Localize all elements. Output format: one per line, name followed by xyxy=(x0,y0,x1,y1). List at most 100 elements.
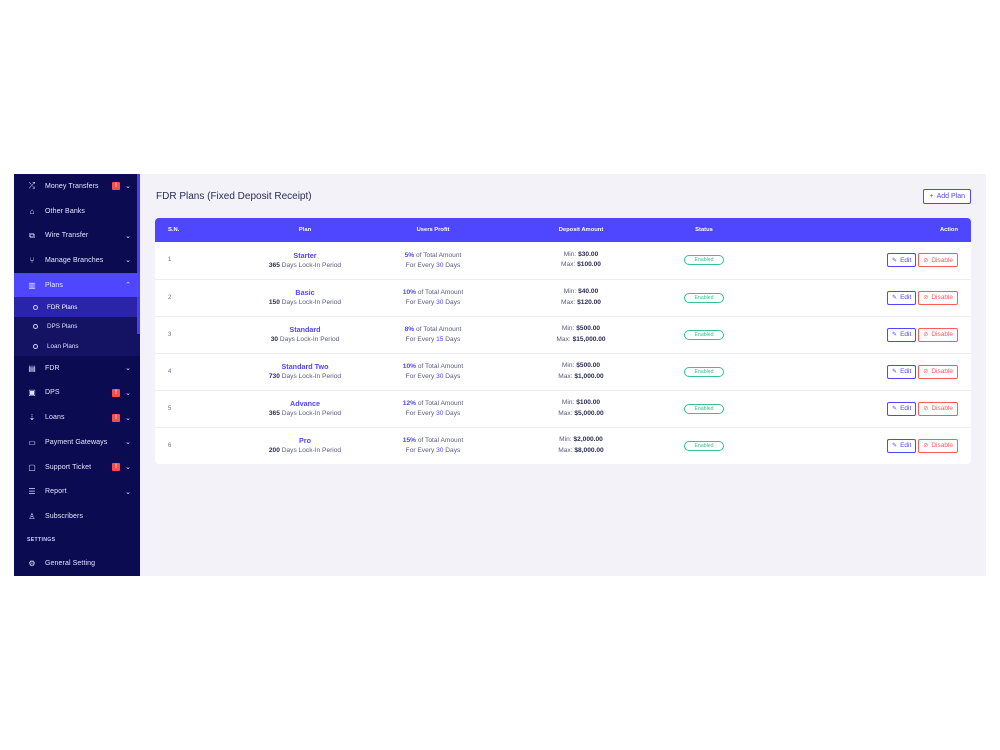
edit-button[interactable]: ✎ Edit xyxy=(887,290,917,305)
profit-percent: 8% xyxy=(404,326,415,333)
lock-days-suffix: Days Lock-In Period xyxy=(279,336,340,343)
plan-name: Standard xyxy=(289,325,321,334)
sidebar-item-subscribers[interactable]: ♙ Subscribers xyxy=(14,504,140,529)
max-value: $5,000.00 xyxy=(574,409,604,417)
cell-sn: 2 xyxy=(168,294,172,301)
chevron-down-icon: ⌄ xyxy=(125,365,131,373)
cell-users-profit: 5% of Total Amount For Every 30 Days xyxy=(363,242,503,279)
profit-percent: 5% xyxy=(404,251,415,259)
sidebar-item-general-setting[interactable]: ⚙ General Setting xyxy=(14,551,140,576)
column-header-deposit-amount: Deposit Amount xyxy=(558,227,604,233)
column-header-plan: Plan xyxy=(298,227,312,233)
chevron-down-icon: ⌄ xyxy=(125,464,131,472)
cell-users-profit: 8% of Total Amount For Every 15 Days xyxy=(363,316,503,353)
disable-label: Disable xyxy=(931,442,953,450)
column-header-status: Status xyxy=(695,227,713,233)
submenu-item-label: DPS Plans xyxy=(47,323,78,331)
plan-name: Basic xyxy=(295,288,315,297)
profit-suffix: of Total Amount xyxy=(417,363,464,370)
interval-suffix: Days xyxy=(445,336,461,343)
status-badge: Enabled xyxy=(684,292,724,303)
table-row: 5 Advance 365 Days Lock-In Period 12% of To… xyxy=(155,390,971,427)
edit-label: Edit xyxy=(900,368,912,375)
deposit-min: Min: $2,000.00 xyxy=(503,435,659,446)
max-value: $8,000.00 xyxy=(574,446,604,454)
deposit-min: Min: $30.00 xyxy=(503,250,659,261)
sidebar-item-other-banks[interactable]: ⌂ Other Banks xyxy=(14,199,140,224)
edit-label: Edit xyxy=(900,331,912,338)
submenu-item-loan-plans[interactable]: Loan Plans xyxy=(14,336,140,356)
cell-action: ✎ Edit ⊘ Disable xyxy=(749,279,971,316)
add-plan-button[interactable]: + Add Plan xyxy=(923,188,971,204)
pencil-icon: ✎ xyxy=(892,406,898,412)
plus-icon: + xyxy=(929,192,934,200)
chevron-down-icon: ⌄ xyxy=(125,439,131,447)
sidebar-scrollbar[interactable] xyxy=(137,174,140,334)
chevron-down-icon: ⌄ xyxy=(125,257,131,265)
card-icon: ▭ xyxy=(28,437,36,447)
sidebar-item-wire-transfer[interactable]: ⧉ Wire Transfer ⌄ xyxy=(14,223,140,248)
sidebar-item-manage-branches[interactable]: ⑂ Manage Branches ⌄ xyxy=(14,248,140,273)
sidebar-item-dps[interactable]: ▣ DPS! ⌄ xyxy=(14,381,140,406)
table-row: 1 Starter 365 Days Lock-In Period 5% of Tot… xyxy=(155,242,971,279)
chevron-down-icon: ⌄ xyxy=(125,183,131,191)
profit-interval-line: For Every 30 Days xyxy=(363,261,503,271)
sidebar-item-money-transfers[interactable]: ⤮ Money Transfers! ⌄ xyxy=(14,174,140,199)
alert-badge: ! xyxy=(112,463,120,472)
submenu-item-label: Loan Plans xyxy=(47,342,79,350)
cell-deposit-amount: Min: $2,000.00 Max: $8,000.00 xyxy=(503,427,659,464)
eye-slash-icon: ⊘ xyxy=(923,406,929,412)
edit-button[interactable]: ✎ Edit xyxy=(887,327,917,342)
edit-label: Edit xyxy=(900,294,912,301)
sidebar-item-support-ticket[interactable]: ▢ Support Ticket! ⌄ xyxy=(14,455,140,480)
plan-lock-period: 365 Days Lock-In Period xyxy=(247,261,363,271)
edit-button[interactable]: ✎ Edit xyxy=(887,253,917,268)
interval-prefix: For Every xyxy=(405,299,435,306)
ticket-icon: ▢ xyxy=(28,462,36,472)
eye-slash-icon: ⊘ xyxy=(923,257,929,264)
cell-sn: 5 xyxy=(168,405,172,412)
edit-button[interactable]: ✎ Edit xyxy=(887,401,917,416)
min-label: Min: xyxy=(561,325,575,332)
interval-days: 30 xyxy=(436,447,444,455)
plan-name: Starter xyxy=(293,250,317,260)
disable-button[interactable]: ⊘ Disable xyxy=(918,401,958,416)
disable-button[interactable]: ⊘ Disable xyxy=(918,438,958,453)
status-badge: Enabled xyxy=(684,255,724,266)
alert-badge: ! xyxy=(112,182,120,191)
submenu-item-dps-plans[interactable]: DPS Plans xyxy=(14,316,140,337)
eye-slash-icon: ⊘ xyxy=(923,332,929,338)
disable-button[interactable]: ⊘ Disable xyxy=(918,290,958,305)
profit-percent-line: 8% of Total Amount xyxy=(363,324,503,335)
cell-deposit-amount: Min: $30.00 Max: $100.00 xyxy=(503,242,659,279)
pencil-icon: ✎ xyxy=(892,332,898,338)
max-value: $100.00 xyxy=(577,261,601,269)
chevron-up-icon: ⌃ xyxy=(125,282,131,290)
column-header-action: Action xyxy=(939,227,958,233)
interval-days: 15 xyxy=(436,336,444,343)
cell-status: Enabled xyxy=(659,353,749,390)
sidebar-item-loans[interactable]: ⇣ Loans! ⌄ xyxy=(14,405,140,430)
circle-icon xyxy=(33,343,38,349)
min-value: $500.00 xyxy=(576,325,601,332)
disable-button[interactable]: ⊘ Disable xyxy=(918,364,958,379)
profit-percent: 10% xyxy=(402,289,416,296)
cell-status: Enabled xyxy=(659,427,749,464)
eye-slash-icon: ⊘ xyxy=(923,369,929,375)
max-value: $120.00 xyxy=(577,298,601,306)
edit-button[interactable]: ✎ Edit xyxy=(887,438,917,453)
cell-deposit-amount: Min: $500.00 Max: $1,000.00 xyxy=(503,353,659,390)
edit-button[interactable]: ✎ Edit xyxy=(887,364,917,379)
sidebar-item-plans[interactable]: ▥ Plans ⌃ xyxy=(14,272,140,298)
submenu-item-fdr-plans[interactable]: FDR Plans xyxy=(14,297,140,317)
disable-button[interactable]: ⊘ Disable xyxy=(918,253,958,268)
add-plan-label: Add Plan xyxy=(936,192,965,200)
table-row: 6 Pro 200 Days Lock-In Period 15% of Total … xyxy=(155,427,971,464)
disable-button[interactable]: ⊘ Disable xyxy=(918,327,958,342)
calendar-icon: ▣ xyxy=(28,388,36,398)
sidebar-item-payment-gateways[interactable]: ▭ Payment Gateways ⌄ xyxy=(14,430,140,455)
lock-days: 200 xyxy=(268,447,280,455)
profit-interval-line: For Every 30 Days xyxy=(363,446,503,456)
sidebar-item-fdr[interactable]: ▤ FDR ⌄ xyxy=(14,356,140,381)
sidebar-item-report[interactable]: ☰ Report ⌄ xyxy=(14,479,140,504)
